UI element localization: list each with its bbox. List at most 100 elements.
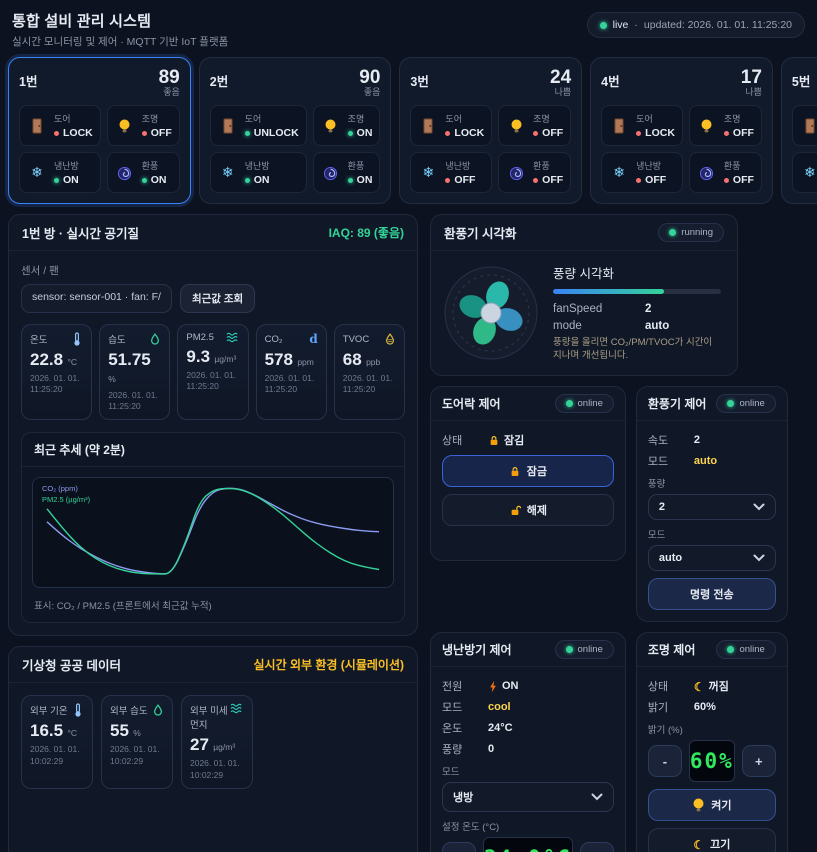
room-device-tile[interactable]: 조명 OFF: [106, 105, 180, 147]
room-device-tile[interactable]: 조명 OFF: [688, 105, 762, 147]
device-status-text: LOCK: [645, 127, 675, 140]
fan-volume-select[interactable]: 2: [647, 494, 776, 520]
room-score: 90 좋음: [359, 68, 380, 97]
chevron-down-icon: [753, 552, 765, 564]
metric-label: PM2.5: [186, 332, 214, 344]
status-dot-icon: [533, 130, 539, 136]
fan-mode-select[interactable]: auto: [647, 545, 776, 571]
metric-label: 온도: [30, 335, 48, 347]
brightness-plus-button[interactable]: +: [741, 745, 776, 777]
device-status: LOCK: [54, 127, 93, 139]
hvac-fan-value: 0: [488, 743, 495, 755]
fan-mode-label: 모드: [647, 456, 669, 468]
room-device-tile[interactable]: 조명 OFF: [498, 105, 572, 147]
fan-control-status-text: online: [739, 398, 765, 409]
metric-date: 2026. 01. 01.: [186, 370, 237, 381]
separator: ·: [634, 19, 638, 31]
device-status-text: ON: [63, 174, 79, 187]
temp-minus-button[interactable]: -: [442, 842, 476, 852]
room-device-tile[interactable]: 환풍 ON: [106, 152, 180, 194]
chart-legend: CO₂ (ppm) PM2.5 (µg/m³): [42, 484, 90, 505]
temp-plus-button[interactable]: +: [579, 842, 614, 852]
room-card[interactable]: 3번 24 나쁨 도어 LOCK 조명 OFF ❄ 냉난방 OFF 환풍 OFF: [399, 57, 583, 205]
device-status-text: LOCK: [454, 127, 485, 140]
status-dot-icon: [445, 177, 451, 183]
room-card[interactable]: 5번82좋음도어LOCK조명OFF❄냉난방OFF환풍ON: [780, 57, 817, 205]
snowflake-icon: ❄: [613, 164, 626, 181]
fan-mode-select-label: 모드: [647, 530, 666, 541]
room-card[interactable]: 1번 89 좋음 도어 LOCK 조명 OFF ❄ 냉난방 ON 환풍 ON: [8, 57, 191, 205]
room-device-tile[interactable]: 환풍 OFF: [688, 152, 762, 194]
room-device-tile[interactable]: 환풍 ON: [312, 152, 381, 194]
room-device-tile[interactable]: 환풍 OFF: [498, 152, 572, 194]
light-off-button[interactable]: ☾ 끄기: [647, 828, 776, 852]
unlock-button[interactable]: 해제: [442, 494, 614, 526]
metric-time: 11:25:20: [186, 381, 219, 392]
fan-viz-status-text: running: [681, 227, 713, 239]
hvac-mode-label: 모드: [442, 702, 463, 714]
metric-value: 16.5 °C: [30, 721, 77, 741]
metric-timestamp: 2026. 01. 01. 10:02:29: [110, 744, 164, 766]
fan-icon: [444, 266, 538, 360]
weather-sim-label: 실시간 외부 환경 (시뮬레이션): [253, 658, 404, 673]
room-device-tile[interactable]: 도어 UNLOCK: [209, 105, 307, 147]
metric-tile: TVOC 68 ppb 2026. 01. 01. 11:25:20: [333, 324, 405, 421]
query-recent-button[interactable]: 최근값 조회: [179, 284, 256, 314]
hvac-mode-select[interactable]: 냉방: [442, 782, 614, 812]
room-score-value: 89: [158, 67, 180, 88]
light-off-label: 끄기: [710, 839, 731, 851]
room-device-tile[interactable]: 조명 ON: [312, 105, 381, 147]
light-on-button[interactable]: 켜기: [647, 789, 776, 821]
device-label: 환풍: [533, 161, 550, 172]
room-card-header: 1번 89 좋음: [19, 68, 180, 97]
hvac-temp-value: 24°C: [488, 722, 513, 734]
room-name: 4번: [601, 75, 620, 89]
status-dot-icon: [54, 130, 59, 136]
door-state-value: 잠김: [504, 435, 525, 447]
lock-button[interactable]: 잠금: [442, 455, 614, 487]
send-command-button[interactable]: 명령 전송: [647, 578, 776, 610]
snowflake-icon: ❄: [31, 164, 43, 181]
device-label: 도어: [636, 114, 653, 125]
metric-time: 10:02:29: [190, 769, 224, 780]
light-bright-set-label: 밝기 (%): [647, 725, 683, 736]
room-device-tile[interactable]: ❄ 냉난방 ON: [209, 152, 307, 194]
room-device-tile[interactable]: ❄ 냉난방 ON: [19, 152, 101, 194]
device-status: OFF: [533, 127, 563, 139]
weather-body: 외부 기온 16.5 °C 2026. 01. 01. 10:02:29 외부 습도 55…: [9, 683, 417, 800]
metric-date: 2026. 01. 01.: [110, 744, 160, 755]
brightness-minus-button[interactable]: -: [647, 745, 682, 777]
room-name: 5번: [791, 75, 811, 89]
device-status-text: LOCK: [63, 127, 93, 140]
fan-mode-select-value: auto: [658, 552, 683, 564]
device-label: 조명: [141, 114, 159, 125]
fan-viz-info: 풍량 시각화 fanSpeed 2 mode auto 풍량을 올리면 CO₂/…: [553, 263, 725, 363]
room-device-tile[interactable]: 도어 LOCK: [601, 105, 683, 147]
room-card-header: 5번82좋음: [792, 68, 817, 97]
device-label: 냉난방: [54, 161, 79, 172]
metric-label: 습도: [108, 335, 126, 347]
metric-tile-header: 외부 미세먼지: [190, 703, 244, 731]
hvac-mode-value: cool: [488, 701, 511, 713]
device-status: UNLOCK: [244, 127, 299, 139]
room-card[interactable]: 4번 17 나쁨 도어 LOCK 조명 OFF ❄ 냉난방 OFF 환풍 OFF: [590, 57, 773, 205]
status-dot-icon: [347, 130, 353, 136]
air-quality-header: 1번 방 · 실시간 공기질 IAQ: 89 (좋음): [9, 215, 417, 252]
device-status-text: OFF: [542, 127, 564, 140]
fan-mode-value: auto: [693, 455, 718, 467]
hvac-control-panel: 냉난방기 제어 online 전원 ON: [430, 632, 626, 852]
room-score-grade: 좋음: [163, 86, 180, 97]
thermometer-icon: [72, 703, 84, 718]
room-tiles: 도어 LOCK 조명 OFF ❄ 냉난방 ON 환풍 ON: [19, 105, 180, 194]
device-label: 환풍: [141, 161, 159, 172]
room-card[interactable]: 2번 90 좋음 도어 UNLOCK 조명 ON ❄ 냉난방 ON 환풍 ON: [198, 57, 392, 205]
live-dot-icon: [599, 21, 607, 29]
legend-entry: PM2.5 (µg/m³): [42, 494, 91, 504]
